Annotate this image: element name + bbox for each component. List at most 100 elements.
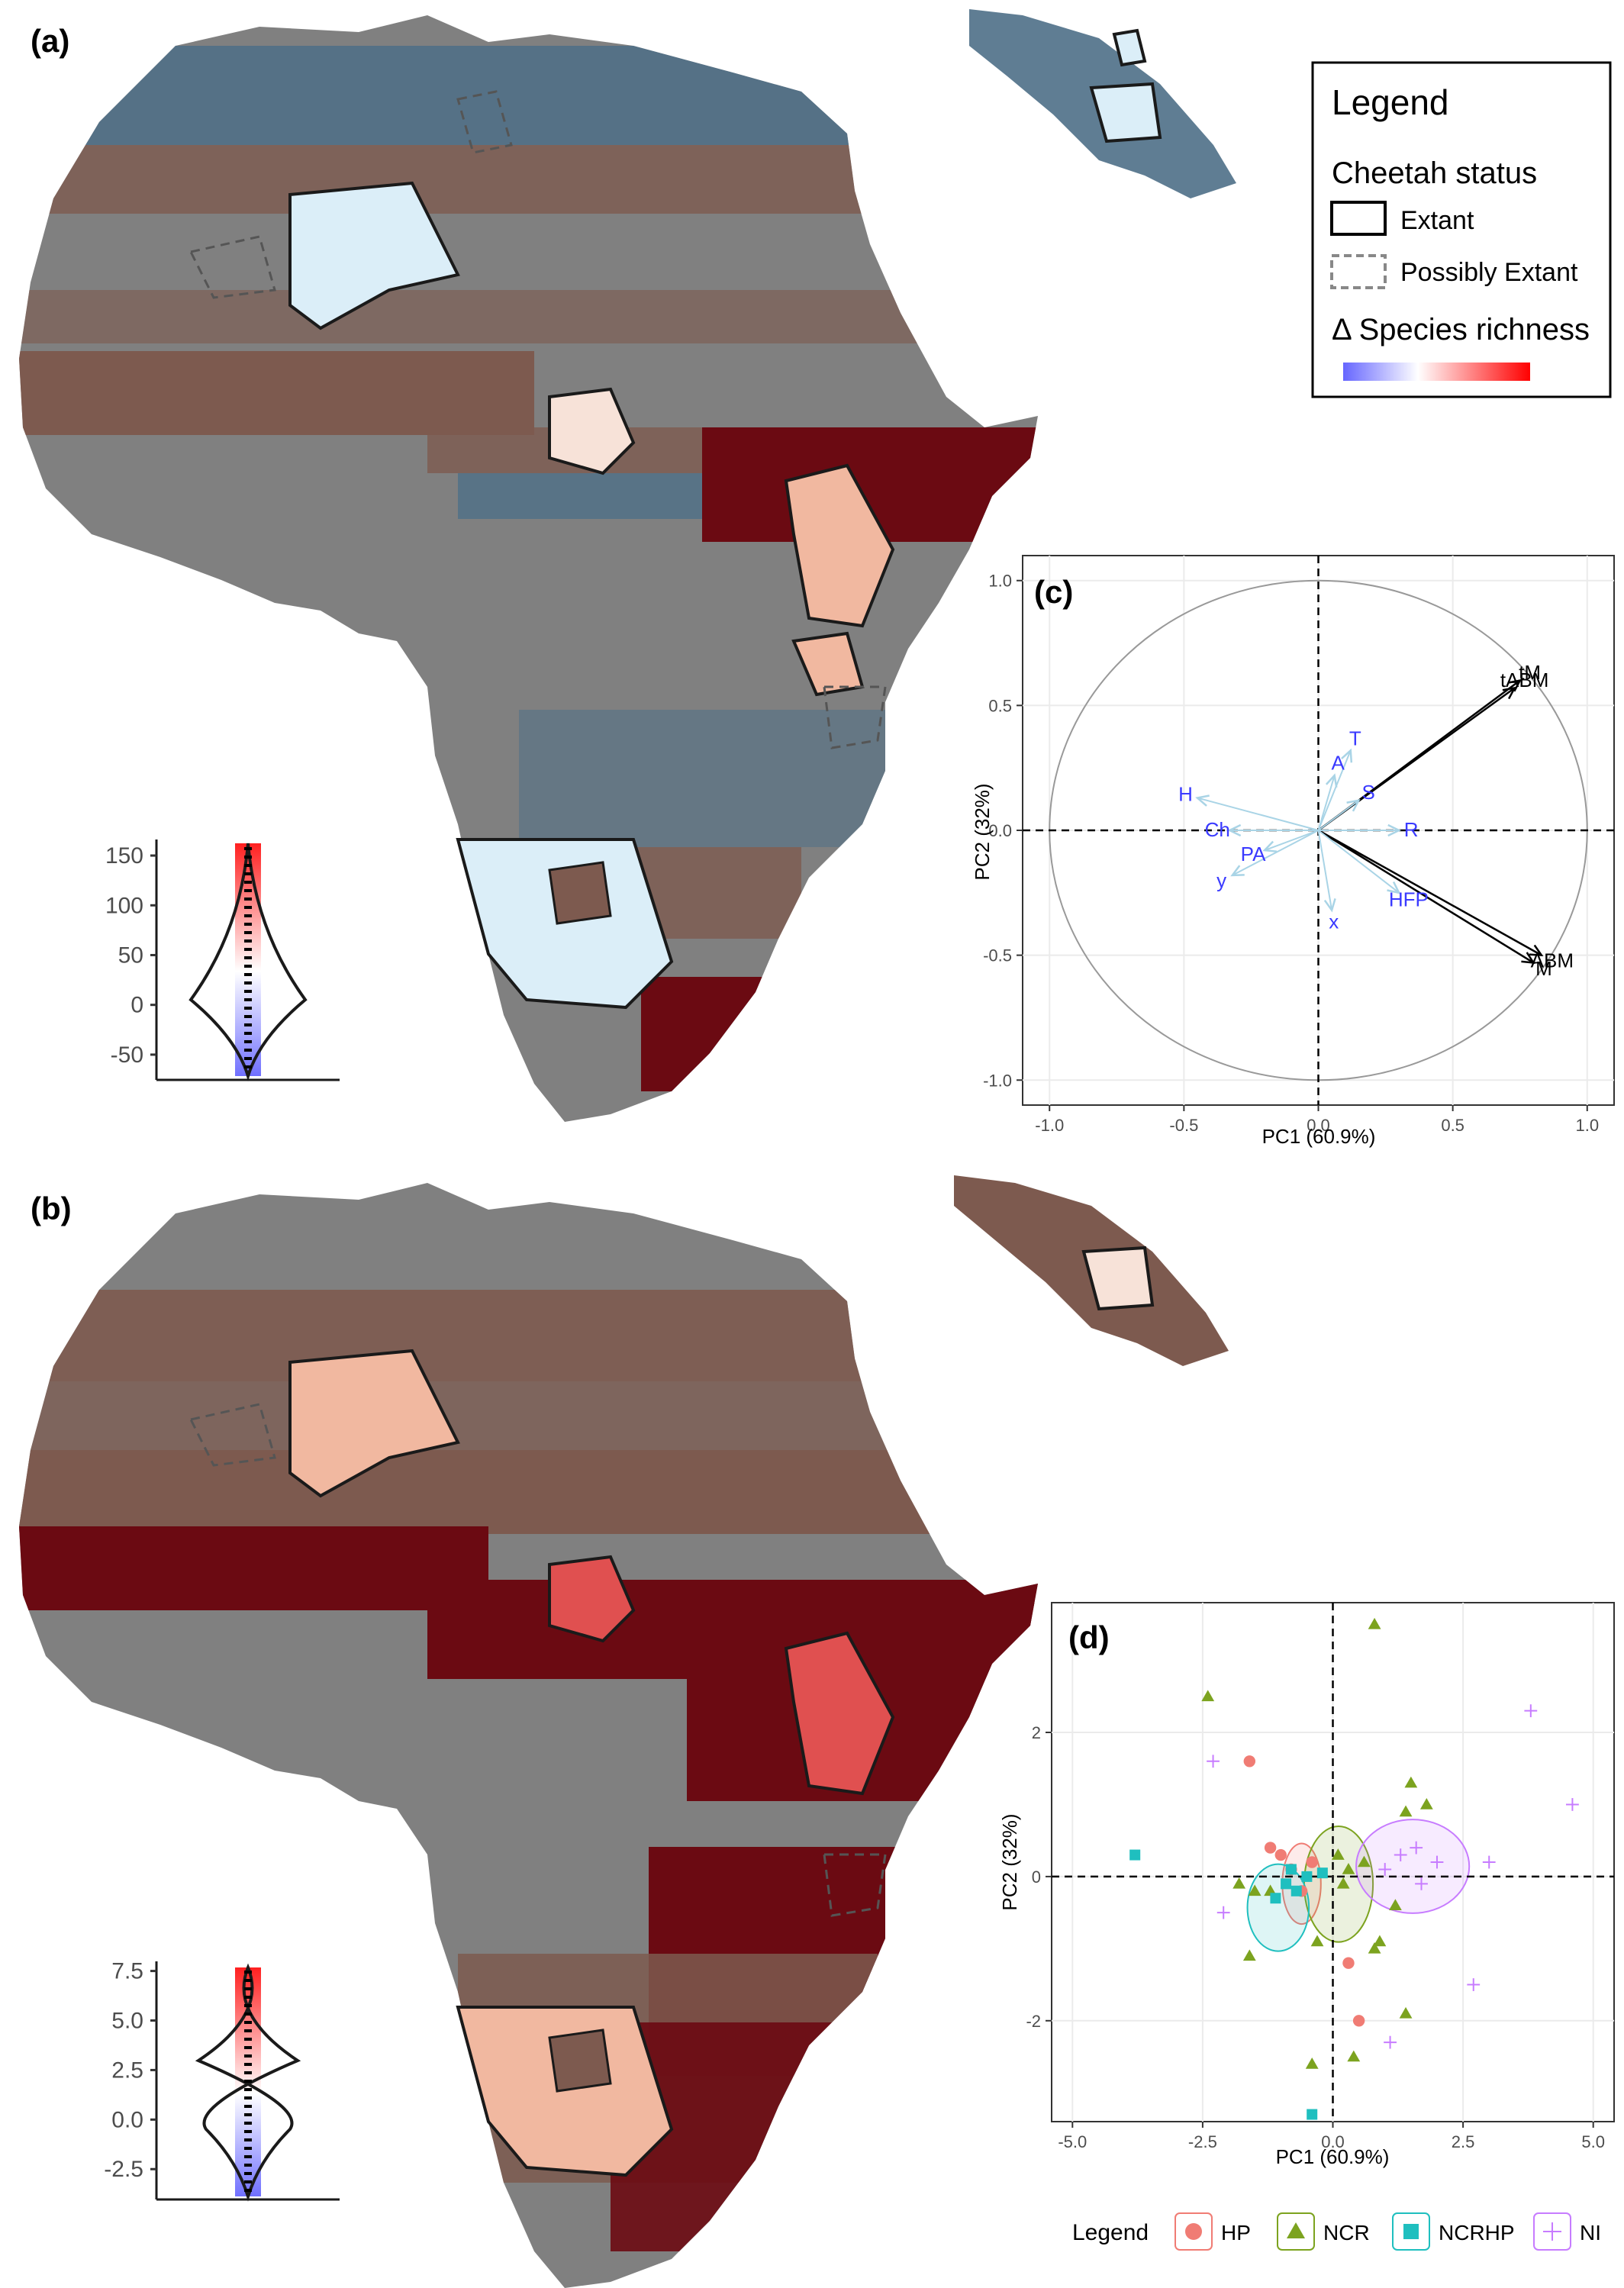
pca-vector-label-S: S: [1362, 781, 1375, 804]
pca-vector-arrowhead: [1502, 686, 1516, 700]
tick-label-x: 5.0: [1581, 2132, 1605, 2151]
pca-vector-label-M: M: [1535, 957, 1552, 980]
pca-vector-arrowhead: [1507, 678, 1522, 692]
tick-label-x: -2.5: [1188, 2132, 1217, 2151]
violin-tick-label: 5.0: [111, 2009, 143, 2034]
pca-vector-label-H: H: [1178, 782, 1193, 805]
point-NCR: [1388, 1899, 1402, 1910]
cheetah-range-sahara-a: [288, 181, 460, 330]
legend-richness-gradient: [1343, 363, 1530, 381]
violin-tick-label: 100: [105, 893, 143, 918]
pca-vector-HFP: [1317, 830, 1400, 894]
point-NCR: [1399, 2006, 1413, 2019]
legend-possibly-swatch: [1330, 254, 1387, 289]
legend-status-title: Cheetah status: [1332, 156, 1537, 190]
pca-d-ylabel: PC2 (32%): [998, 1813, 1021, 1910]
point-NCR: [1368, 1942, 1381, 1954]
point-NCR: [1310, 1935, 1324, 1947]
pca-vector-arrowhead: [1230, 865, 1245, 877]
pca-c-ylabel: PC2 (32%): [971, 783, 994, 880]
pca-vector-arrowhead: [1227, 823, 1242, 837]
pca-d-legend: HP NCR NCRHP NI: [1174, 2212, 1601, 2251]
cheetah-range-kalahari-a: [548, 861, 612, 925]
point-NCR: [1419, 1798, 1433, 1809]
legend-extant-label: Extant: [1400, 206, 1474, 235]
point-NCRHP: [1281, 1878, 1292, 1890]
pca-vector-A: [1317, 775, 1336, 831]
iran-range-b: [1081, 1246, 1155, 1311]
point-NCRHP: [1129, 1849, 1141, 1861]
pca-c-ticks: -1.0 -0.5 0.0 0.5 1.0 1.0 0.5 0.0 -0.5 -1.0: [983, 572, 1599, 1135]
legend-label-HP: HP: [1221, 2221, 1251, 2244]
point-NI: [1394, 1848, 1407, 1861]
violin-tick-label: 0.0: [111, 2107, 143, 2132]
possible-range-3-a: [823, 685, 887, 749]
point-NCRHP: [1301, 1871, 1313, 1882]
point-NCR: [1248, 1884, 1262, 1896]
point-NCRHP: [1270, 1893, 1281, 1904]
point-NCR: [1373, 1935, 1387, 1947]
point-NI: [1566, 1798, 1579, 1811]
point-NCR: [1242, 1949, 1256, 1961]
tick-label-y: 0.5: [988, 696, 1012, 715]
point-NI: [1524, 1704, 1538, 1718]
cheetah-range-central-a: [548, 387, 636, 475]
pca-vector-arrowhead: [1521, 952, 1535, 964]
violin-tick-label: 2.5: [111, 2058, 143, 2083]
legend-key-marker-NI: [1543, 2222, 1561, 2241]
legend-key-marker-HP: [1185, 2223, 1202, 2240]
point-NI: [1430, 1855, 1444, 1869]
violin-a-ticks: 150 100 50 0 -50: [105, 843, 156, 1068]
point-NCR: [1232, 1877, 1246, 1889]
panel-label-b: (b): [31, 1191, 72, 1226]
tick-label-y: -2: [1026, 2012, 1041, 2031]
pca-vector-T: [1317, 749, 1352, 831]
violin-b-outline: [195, 1963, 301, 2202]
panel-label-d: (d): [1068, 1619, 1110, 1655]
panel-label-c: (c): [1034, 574, 1073, 610]
point-NCRHP: [1316, 1867, 1328, 1879]
point-NCRHP: [1307, 2109, 1318, 2120]
panel-label-a: (a): [31, 23, 69, 59]
tick-label-y: -1.0: [983, 1071, 1012, 1090]
tick-label-y: 0: [1032, 1867, 1041, 1887]
point-HP: [1306, 1856, 1318, 1868]
pca-vector-label-y: y: [1216, 868, 1226, 891]
confidence-ellipse-NI: [1355, 1819, 1471, 1914]
violin-tick-label: 7.5: [111, 1959, 143, 1984]
pca-vector-y: [1232, 830, 1319, 876]
point-NI: [1207, 1755, 1220, 1768]
point-NCR: [1404, 1776, 1418, 1788]
pca-vector-arrowhead: [1325, 773, 1338, 788]
violin-tick-label: -50: [111, 1042, 143, 1068]
pca-vector-label-T: T: [1349, 727, 1361, 749]
pca-vector-label-HFP: HFP: [1389, 888, 1429, 911]
pca-c-xlabel: PC1 (60.9%): [1262, 1125, 1376, 1148]
pca-vector-arrowhead: [1387, 881, 1401, 894]
legend-label-NCR: NCR: [1323, 2221, 1370, 2244]
cheetah-range-east-b: [784, 1631, 895, 1796]
pca-vector-arrowhead: [1323, 898, 1336, 913]
tick-label-x: 1.0: [1575, 1116, 1599, 1135]
possible-range-2-a: [456, 90, 513, 154]
tick-label-x: -5.0: [1058, 2132, 1087, 2151]
point-NCR: [1399, 1805, 1413, 1817]
point-NI: [1410, 1841, 1423, 1855]
legend-box: [1311, 61, 1612, 398]
pca-vector-ABM: [1317, 829, 1542, 956]
pca-d-ellipses: [1246, 1819, 1471, 1952]
legend-label-NI: NI: [1580, 2221, 1601, 2244]
violin-b: 7.5 5.0 2.5 0.0 -2.5: [104, 1959, 340, 2202]
legend-key-marker-NCRHP: [1403, 2224, 1419, 2239]
point-NCR: [1342, 1863, 1355, 1874]
pca-d-legend-title: Legend: [1072, 2220, 1149, 2245]
pca-d-points: [1129, 1617, 1579, 2120]
possible-range-1-a: [188, 235, 276, 299]
point-NI: [1482, 1855, 1496, 1869]
cheetah-range-sahara-b: [288, 1349, 460, 1498]
cheetah-range-central-b: [548, 1555, 636, 1643]
point-NCRHP: [1290, 1885, 1302, 1896]
point-NCR: [1347, 2050, 1361, 2062]
